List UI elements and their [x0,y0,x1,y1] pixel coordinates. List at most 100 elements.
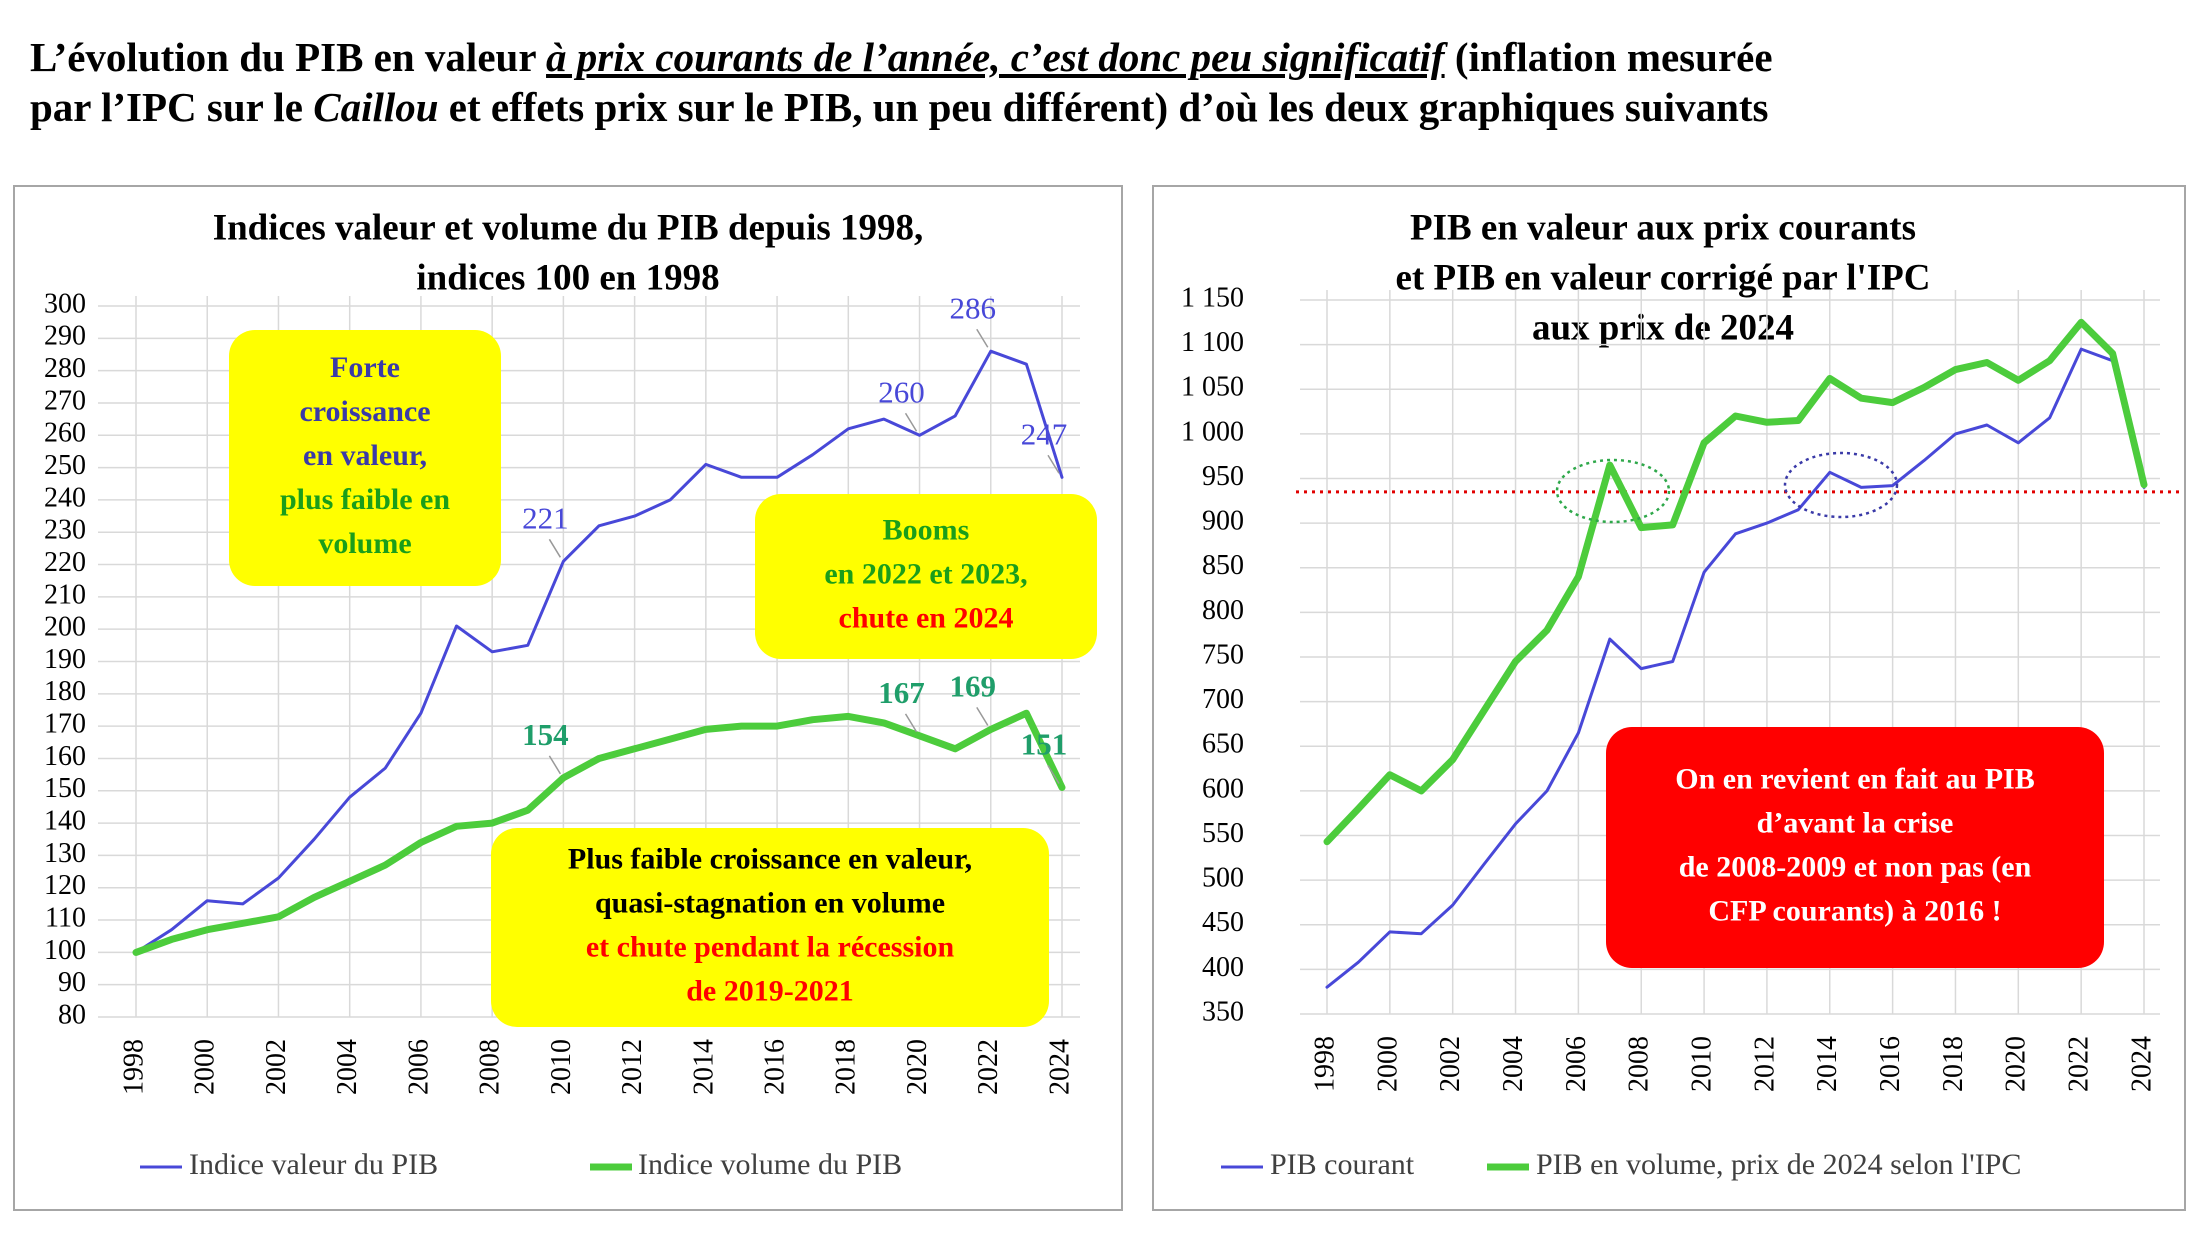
x-tick-label: 2004 [332,1039,363,1095]
y-tick-label: 150 [44,773,86,804]
data-label: 286 [950,290,997,325]
y-tick-label: 300 [44,288,86,319]
x-tick-label: 2020 [2001,1036,2032,1092]
data-label: 169 [950,668,997,703]
annotation-text: quasi-stagnation en volume [595,886,945,919]
leader-line [904,412,918,432]
data-label: 151 [1021,727,1068,762]
x-tick-label: 2012 [617,1039,648,1095]
y-tick-label: 80 [58,999,86,1030]
annotation-text: et chute pendant la récession [586,930,955,963]
y-tick-label: 400 [1202,952,1244,983]
leader-line [548,538,562,558]
title-segment: L’évolution du PIB en valeur [30,34,547,80]
data-line [1323,318,2148,846]
data-line [1325,347,2146,989]
y-tick-label: 200 [44,612,86,643]
y-tick-label: 550 [1202,818,1244,849]
title-segment: par l’IPC sur le [30,84,314,130]
y-tick-label: 140 [44,806,86,837]
x-tick-label: 2002 [1435,1036,1466,1092]
x-tick-label: 2022 [2064,1036,2095,1092]
annotation-text: chute en 2024 [839,601,1014,634]
x-tick-label: 2018 [831,1039,862,1095]
y-tick-label: 700 [1202,684,1244,715]
annotation-text: Plus faible croissance en valeur, [568,842,972,875]
x-tick-label: 2004 [1498,1036,1529,1092]
annotation-box [755,494,1097,659]
y-tick-label: 350 [1202,996,1244,1027]
y-tick-label: 180 [44,676,86,707]
y-tick-label: 120 [44,870,86,901]
y-tick-label: 800 [1202,595,1244,626]
annotation-box [229,330,501,586]
y-tick-label: 750 [1202,639,1244,670]
data-label: 247 [1021,416,1068,451]
data-label: 260 [878,374,925,409]
leader-line [976,706,989,726]
leader-line [976,328,989,348]
x-tick-label: 2002 [261,1039,292,1095]
leader-line [548,755,562,775]
title-segment: et effets prix sur le PIB, un peu différ… [438,84,1769,130]
x-tick-label: 2014 [1812,1036,1843,1092]
chart-panel [1152,185,2186,1211]
y-tick-label: 100 [44,935,86,966]
y-tick-label: 230 [44,515,86,546]
y-tick-label: 850 [1202,550,1244,581]
x-tick-label: 1998 [118,1039,149,1095]
y-tick-label: 220 [44,547,86,578]
annotation-text: de 2019-2021 [686,974,854,1007]
x-tick-label: 2010 [1686,1036,1717,1092]
y-tick-label: 1 100 [1181,327,1244,358]
x-tick-label: 2022 [973,1039,1004,1095]
y-tick-label: 170 [44,709,86,740]
y-tick-label: 290 [44,321,86,352]
chart-title: Indices valeur et volume du PIB depuis 1… [213,207,924,248]
y-tick-label: 280 [44,353,86,384]
leader-line [904,713,918,733]
leader-line [1047,454,1060,474]
data-label: 167 [878,675,925,710]
legend-label: PIB courant [1270,1148,1415,1181]
chart-title: indices 100 en 1998 [416,257,719,298]
legend-label: Indice volume du PIB [638,1148,902,1181]
annotation-box [491,828,1049,1027]
y-tick-label: 270 [44,385,86,416]
annotation-text: On en revient en fait au PIB [1675,762,2034,795]
data-label: 154 [522,717,569,752]
highlight-ellipse [1555,458,1671,524]
x-tick-label: 2000 [190,1039,221,1095]
x-tick-label: 2016 [1875,1036,1906,1092]
title-line: L’évolution du PIB en valeur à prix cour… [30,32,2180,82]
y-tick-label: 1 150 [1181,282,1244,313]
x-tick-label: 2024 [2126,1036,2157,1092]
annotation-text: CFP courants) à 2016 ! [1708,894,2001,927]
y-tick-label: 130 [44,838,86,869]
data-label: 221 [522,500,569,535]
data-line [134,349,1064,954]
x-tick-label: 2024 [1044,1039,1075,1095]
y-tick-label: 190 [44,644,86,675]
y-tick-label: 110 [45,902,86,933]
y-tick-label: 950 [1202,461,1244,492]
annotation-text: de 2008-2009 et non pas (en [1679,850,2032,883]
annotation-text: plus faible en [280,483,450,516]
title-segment: Caillou [313,84,439,130]
annotation-box [1606,727,2104,968]
x-tick-label: 2008 [475,1039,506,1095]
annotation-text: d’avant la crise [1757,806,1954,839]
y-tick-label: 600 [1202,773,1244,804]
chart-panel [13,185,1123,1211]
y-tick-label: 260 [44,418,86,449]
y-tick-label: 500 [1202,863,1244,894]
y-tick-label: 90 [58,967,86,998]
x-tick-label: 2014 [688,1039,719,1095]
legend-label: PIB en volume, prix de 2024 selon l'IPC [1536,1148,2021,1181]
annotation-text: volume [318,527,411,560]
x-tick-label: 1998 [1309,1036,1340,1092]
chart-title: aux prix de 2024 [1532,307,1794,348]
x-tick-label: 2006 [1561,1036,1592,1092]
annotation-text: Forte [330,351,400,384]
